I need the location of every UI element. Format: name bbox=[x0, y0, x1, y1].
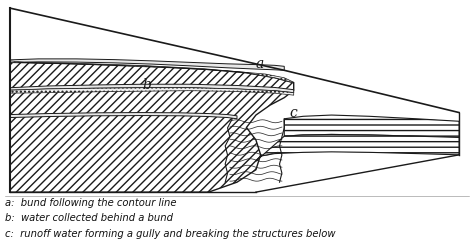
Text: a:  bund following the contour line: a: bund following the contour line bbox=[5, 198, 177, 208]
Text: c:  runoff water forming a gully and breaking the structures below: c: runoff water forming a gully and brea… bbox=[5, 229, 336, 239]
Text: a: a bbox=[256, 57, 264, 71]
Text: b: b bbox=[143, 78, 151, 92]
Polygon shape bbox=[10, 84, 294, 93]
Text: b:  water collected behind a bund: b: water collected behind a bund bbox=[5, 213, 173, 223]
Text: c: c bbox=[289, 106, 297, 120]
Polygon shape bbox=[284, 115, 459, 138]
Polygon shape bbox=[10, 88, 294, 95]
Polygon shape bbox=[10, 59, 284, 70]
Polygon shape bbox=[256, 134, 459, 161]
Polygon shape bbox=[284, 120, 417, 125]
Polygon shape bbox=[10, 61, 294, 83]
Polygon shape bbox=[10, 112, 237, 119]
Polygon shape bbox=[10, 8, 294, 192]
